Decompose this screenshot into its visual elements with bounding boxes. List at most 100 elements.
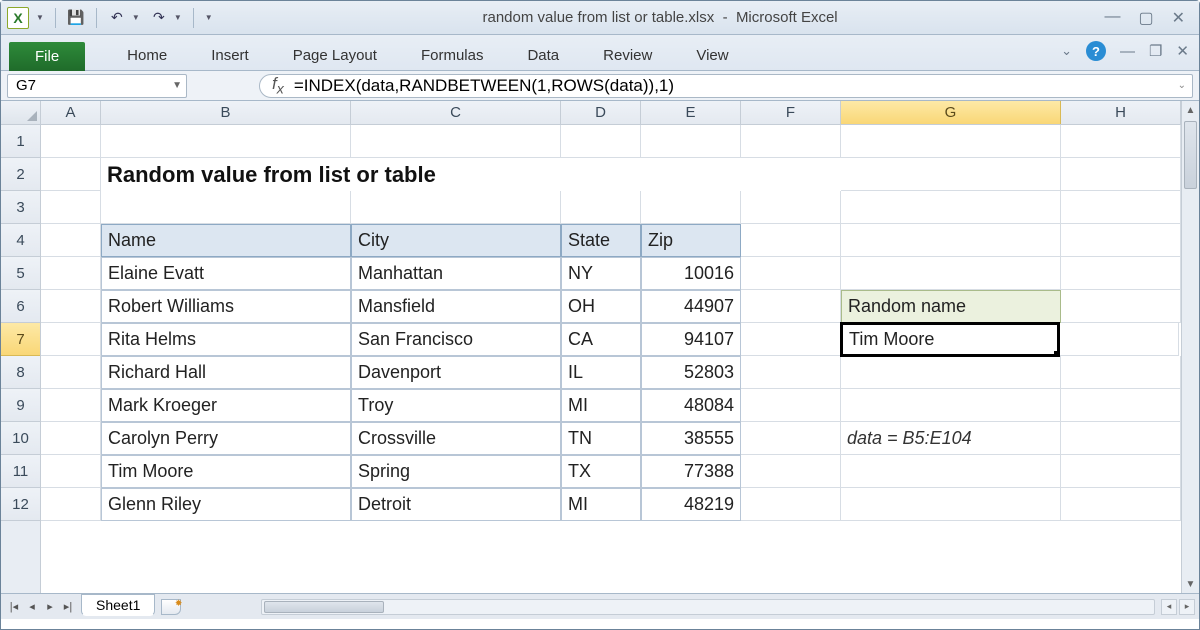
column-header-F[interactable]: F xyxy=(741,101,841,124)
sheet-nav-prev-icon[interactable]: ◂ xyxy=(23,600,41,613)
cell-C10[interactable]: Crossville xyxy=(351,422,561,455)
cell-B5[interactable]: Elaine Evatt xyxy=(101,257,351,290)
cell-B7[interactable]: Rita Helms xyxy=(101,323,351,356)
workbook-minimize-icon[interactable]: — xyxy=(1120,43,1135,60)
cell-B2[interactable]: Random value from list or table xyxy=(101,158,841,191)
cell-F12[interactable] xyxy=(741,488,841,521)
formula-bar[interactable]: fx =INDEX(data,RANDBETWEEN(1,ROWS(data))… xyxy=(259,74,1193,98)
cell-C4[interactable]: City xyxy=(351,224,561,257)
cell-B9[interactable]: Mark Kroeger xyxy=(101,389,351,422)
cell-D6[interactable]: OH xyxy=(561,290,641,323)
cell-G12[interactable] xyxy=(841,488,1061,521)
cell-C12[interactable]: Detroit xyxy=(351,488,561,521)
cell-F11[interactable] xyxy=(741,455,841,488)
ribbon-minimize-icon[interactable]: ⌄ xyxy=(1061,43,1072,59)
cell-D8[interactable]: IL xyxy=(561,356,641,389)
workbook-restore-icon[interactable]: ❐ xyxy=(1149,42,1162,60)
cell-A5[interactable] xyxy=(41,257,101,290)
cell-B12[interactable]: Glenn Riley xyxy=(101,488,351,521)
name-box-dropdown-icon[interactable]: ▼ xyxy=(172,80,182,91)
undo-dropdown-icon[interactable]: ▼ xyxy=(129,13,143,22)
cell-C3[interactable] xyxy=(351,191,561,224)
cell-H12[interactable] xyxy=(1061,488,1181,521)
cell-B1[interactable] xyxy=(101,125,351,158)
cell-D3[interactable] xyxy=(561,191,641,224)
cell-G6[interactable]: Random name xyxy=(841,290,1061,323)
column-header-H[interactable]: H xyxy=(1061,101,1181,124)
undo-icon[interactable]: ↶ xyxy=(105,6,129,30)
cell-H3[interactable] xyxy=(1061,191,1181,224)
horizontal-scrollbar[interactable] xyxy=(261,599,1155,615)
row-header-6[interactable]: 6 xyxy=(1,290,40,323)
cell-B10[interactable]: Carolyn Perry xyxy=(101,422,351,455)
row-header-11[interactable]: 11 xyxy=(1,455,40,488)
help-icon[interactable]: ? xyxy=(1086,41,1106,61)
cell-F9[interactable] xyxy=(741,389,841,422)
qat-customize-dropdown-icon[interactable]: ▼ xyxy=(202,13,216,22)
cell-C6[interactable]: Mansfield xyxy=(351,290,561,323)
cell-H11[interactable] xyxy=(1061,455,1181,488)
cell-F6[interactable] xyxy=(741,290,841,323)
cell-D9[interactable]: MI xyxy=(561,389,641,422)
cell-G7[interactable]: Tim Moore xyxy=(840,322,1060,357)
cell-C8[interactable]: Davenport xyxy=(351,356,561,389)
cell-A3[interactable] xyxy=(41,191,101,224)
row-header-3[interactable]: 3 xyxy=(1,191,40,224)
cell-G11[interactable] xyxy=(841,455,1061,488)
excel-app-icon[interactable]: X xyxy=(7,7,29,29)
cell-B3[interactable] xyxy=(101,191,351,224)
column-header-A[interactable]: A xyxy=(41,101,101,124)
maximize-icon[interactable]: ▢ xyxy=(1138,8,1153,28)
cell-E7[interactable]: 94107 xyxy=(641,323,741,356)
cell-D7[interactable]: CA xyxy=(561,323,641,356)
cell-D1[interactable] xyxy=(561,125,641,158)
sheet-nav-first-icon[interactable]: |◂ xyxy=(5,600,23,613)
tab-view[interactable]: View xyxy=(674,41,750,70)
cell-D11[interactable]: TX xyxy=(561,455,641,488)
cell-G4[interactable] xyxy=(841,224,1061,257)
cell-E11[interactable]: 77388 xyxy=(641,455,741,488)
cell-A7[interactable] xyxy=(41,323,101,356)
cell-C1[interactable] xyxy=(351,125,561,158)
row-header-10[interactable]: 10 xyxy=(1,422,40,455)
cell-E1[interactable] xyxy=(641,125,741,158)
cell-A8[interactable] xyxy=(41,356,101,389)
cell-G1[interactable] xyxy=(841,125,1061,158)
cell-H1[interactable] xyxy=(1061,125,1181,158)
cell-G5[interactable] xyxy=(841,257,1061,290)
redo-icon[interactable]: ↷ xyxy=(147,6,171,30)
row-header-4[interactable]: 4 xyxy=(1,224,40,257)
row-header-5[interactable]: 5 xyxy=(1,257,40,290)
tab-home[interactable]: Home xyxy=(105,41,189,70)
scroll-right-icon[interactable]: ▸ xyxy=(1179,599,1195,615)
close-icon[interactable]: ✕ xyxy=(1172,8,1185,28)
cell-A6[interactable] xyxy=(41,290,101,323)
cell-F7[interactable] xyxy=(741,323,841,356)
app-menu-dropdown-icon[interactable]: ▼ xyxy=(33,13,47,22)
vertical-scroll-thumb[interactable] xyxy=(1184,121,1197,189)
tab-page-layout[interactable]: Page Layout xyxy=(271,41,399,70)
cell-A11[interactable] xyxy=(41,455,101,488)
cell-F1[interactable] xyxy=(741,125,841,158)
cell-F3[interactable] xyxy=(741,191,841,224)
cell-B4[interactable]: Name xyxy=(101,224,351,257)
cell-B11[interactable]: Tim Moore xyxy=(101,455,351,488)
cell-G9[interactable] xyxy=(841,389,1061,422)
tab-insert[interactable]: Insert xyxy=(189,41,271,70)
row-header-7[interactable]: 7 xyxy=(1,323,40,356)
cell-B8[interactable]: Richard Hall xyxy=(101,356,351,389)
cell-E5[interactable]: 10016 xyxy=(641,257,741,290)
column-header-C[interactable]: C xyxy=(351,101,561,124)
cell-A1[interactable] xyxy=(41,125,101,158)
row-header-8[interactable]: 8 xyxy=(1,356,40,389)
cell-G3[interactable] xyxy=(841,191,1061,224)
file-tab[interactable]: File xyxy=(9,42,85,71)
tab-formulas[interactable]: Formulas xyxy=(399,41,506,70)
cell-D12[interactable]: MI xyxy=(561,488,641,521)
cell-G2[interactable] xyxy=(841,158,1061,191)
sheet-nav-next-icon[interactable]: ▸ xyxy=(41,600,59,613)
cell-A2[interactable] xyxy=(41,158,101,191)
horizontal-scroll-thumb[interactable] xyxy=(264,601,384,613)
cell-C11[interactable]: Spring xyxy=(351,455,561,488)
formula-bar-expand-icon[interactable]: ⌄ xyxy=(1178,80,1186,91)
